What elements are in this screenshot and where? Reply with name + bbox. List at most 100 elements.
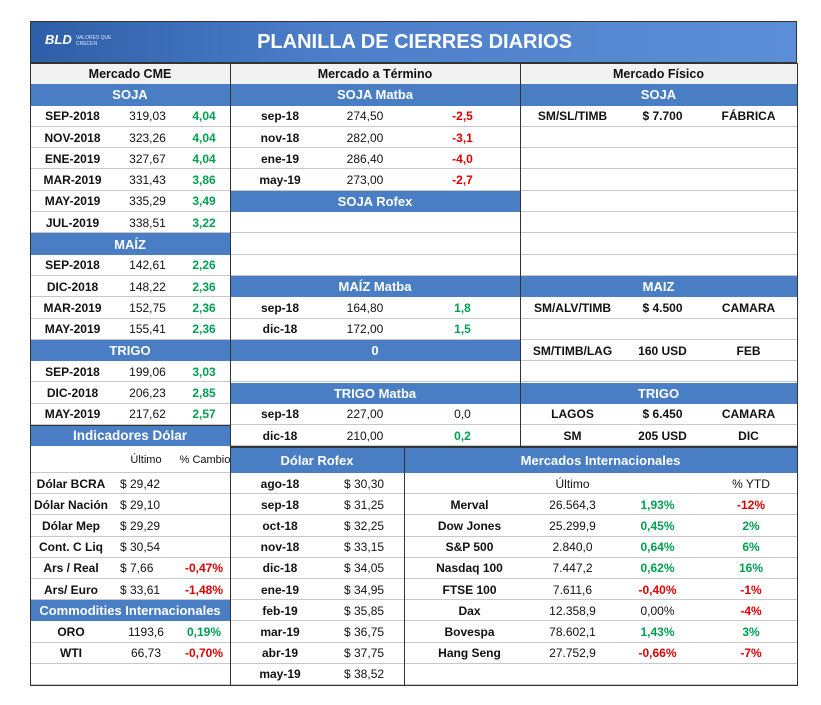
row-line [30,106,230,127]
cell-value: $ 33,61 [120,582,161,597]
row-label: SEP-2018 [45,364,100,379]
row-label: Nasdaq 100 [436,561,503,576]
row-label: JUL-2019 [45,215,100,230]
cell-value: $ 33,15 [344,540,385,555]
row-line [30,621,230,643]
row-label: SEP-2018 [45,258,100,273]
row-label: ago-18 [260,476,300,491]
cell-value: 274,50 [346,109,384,124]
row-line [520,212,797,234]
cell-value: 0,64% [640,540,675,555]
row-line [404,515,797,537]
row-line [520,297,797,319]
row-line [230,579,404,601]
row-line [30,127,230,149]
cell-value: 227,00 [346,407,384,422]
cell-value: 3,03 [192,364,216,379]
row-line [30,212,230,234]
row-line [30,148,230,170]
cell-value: 27.752,9 [549,646,596,661]
cell-value: 160 USD [638,343,687,358]
cell-value: 152,75 [129,300,166,315]
cell-value: FEB [736,343,761,358]
cell-value: DIC [738,428,759,443]
row-line [520,191,797,213]
row-line [230,494,404,516]
cell-value: 217,62 [129,407,166,422]
cell-value: 7.447,2 [552,561,593,576]
cell-value: 1,5 [454,322,471,337]
cell-value: 2,36 [192,322,216,337]
row-label: feb-19 [262,603,298,618]
cell-value: CAMARA [721,407,776,422]
row-line [520,148,797,170]
row-label: S&P 500 [445,540,494,555]
row-line [230,361,520,383]
row-line [230,233,520,255]
section-title: Mercado CME [30,63,230,85]
cell-value: 319,03 [129,109,166,124]
row-line [230,170,520,191]
cell-value: -7% [740,646,762,661]
cell-value: -0,70% [184,646,224,661]
row-label: MAY-2019 [44,407,101,422]
row-label: FTSE 100 [442,582,497,597]
row-label: may-19 [259,173,301,188]
cell-value: $ 7.700 [642,109,683,124]
group-header: SOJA [30,84,230,106]
cell-value: 2,36 [192,300,216,315]
cell-value: -4% [740,603,762,618]
row-label: Cont. C Liq [39,540,103,555]
row-label: ene-19 [260,582,300,597]
row-label: Bovespa [444,624,495,639]
row-label: Dólar Mep [41,518,100,533]
row-line [520,106,797,127]
row-line [230,212,520,234]
cell-value: 0,00% [640,603,675,618]
cell-value: 1,43% [640,624,675,639]
row-label: Hang Seng [438,646,501,661]
cell-value: 273,00 [346,173,384,188]
cell-value: 335,29 [129,194,166,209]
row-line [230,621,404,643]
row-line [230,255,520,276]
tagline: VALORES QUE CRECEN [76,35,112,47]
cell-value: 2,26 [192,258,216,273]
section-border [230,447,405,686]
row-label: MAY-2019 [44,322,101,337]
row-label: SM/ALV/TIMB [533,300,612,315]
title-bar: BLD VALORES QUE CRECEN PLANILLA DE CIERR… [30,21,797,63]
row-line [404,621,797,643]
row-label: sep-18 [260,497,300,512]
row-label: MAR-2019 [43,300,102,315]
section-header: Dólar Rofex [230,447,404,473]
row-label: MAY-2019 [44,194,101,209]
row-line [404,494,797,516]
cell-value: 1,8 [454,300,471,315]
group-header: 0 [230,339,520,362]
row-line [230,425,520,447]
cell-value: 3,22 [192,215,216,230]
row-line [520,425,797,447]
row-label: DIC-2018 [46,279,99,294]
row-label: may-19 [259,667,301,682]
cell-value: 164,80 [346,300,384,315]
cell-value: 0,2 [454,428,471,443]
row-line [404,579,797,601]
row-label: DIC-2018 [46,386,99,401]
row-line [30,319,230,340]
group-header: TRIGO Matba [230,382,520,404]
cell-value: 16% [738,561,764,576]
row-line [30,255,230,276]
section-border [404,447,798,686]
row-label: ene-19 [260,151,300,166]
row-label: Dow Jones [437,518,502,533]
row-label: Ars/ Euro [43,582,98,597]
cell-value: -2,5 [452,109,473,124]
row-label: sep-18 [260,300,300,315]
cell-value: 199,06 [129,364,166,379]
row-line [520,255,797,276]
row-label: abr-19 [261,646,299,661]
cell-value: 148,22 [129,279,166,294]
